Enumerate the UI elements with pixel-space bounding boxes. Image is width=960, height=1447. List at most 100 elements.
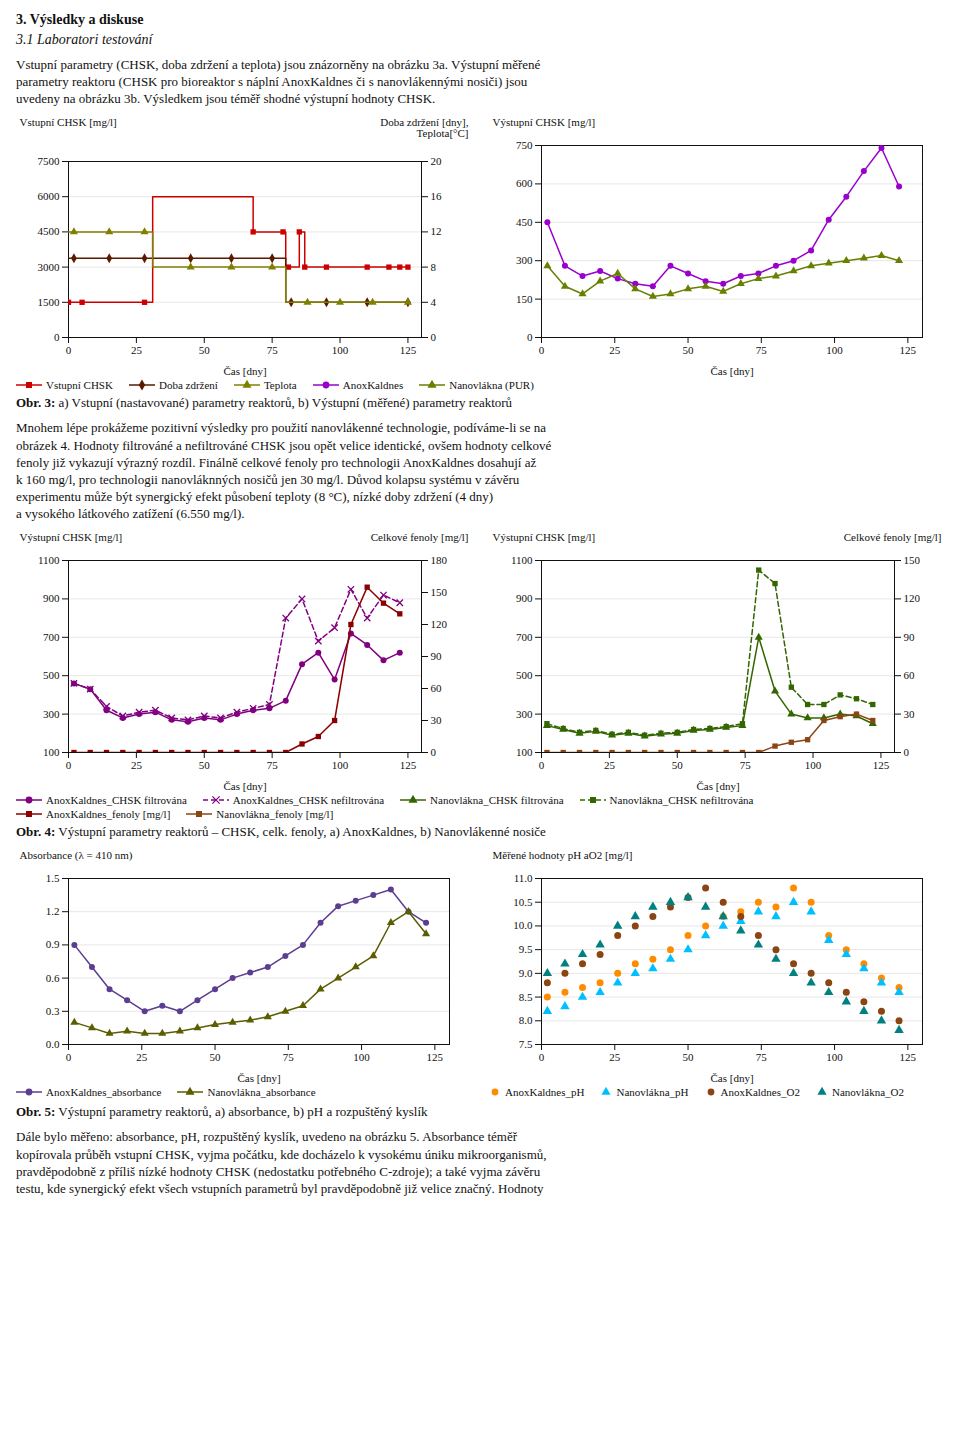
svg-text:100: 100 [353, 1052, 370, 1064]
svg-text:1.2: 1.2 [46, 906, 60, 918]
svg-text:50: 50 [199, 760, 211, 772]
svg-text:150: 150 [516, 293, 533, 305]
svg-text:0: 0 [539, 1052, 545, 1064]
svg-text:150: 150 [431, 586, 448, 598]
svg-text:6000: 6000 [38, 191, 61, 203]
svg-text:12: 12 [431, 226, 442, 238]
svg-text:9.0: 9.0 [519, 967, 533, 979]
svg-text:125: 125 [900, 345, 917, 357]
svg-text:25: 25 [609, 345, 621, 357]
svg-text:75: 75 [756, 1052, 768, 1064]
svg-text:50: 50 [199, 345, 211, 357]
svg-text:Měřené hodnoty pH aO2 [mg/l]: Měřené hodnoty pH aO2 [mg/l] [493, 850, 633, 862]
svg-text:20: 20 [431, 155, 443, 167]
svg-text:10.5: 10.5 [513, 896, 533, 908]
svg-text:120: 120 [431, 618, 448, 630]
svg-text:500: 500 [516, 670, 533, 682]
svg-text:7.5: 7.5 [519, 1038, 533, 1050]
svg-text:0: 0 [431, 746, 437, 758]
svg-text:100: 100 [43, 746, 60, 758]
svg-text:0.6: 0.6 [46, 972, 60, 984]
svg-text:60: 60 [904, 670, 916, 682]
svg-text:0.0: 0.0 [46, 1038, 60, 1050]
svg-text:750: 750 [516, 139, 533, 151]
svg-text:Výstupní CHSK [mg/l]: Výstupní CHSK [mg/l] [493, 117, 596, 129]
svg-text:4500: 4500 [38, 226, 61, 238]
svg-text:150: 150 [904, 554, 921, 566]
svg-text:100: 100 [516, 746, 533, 758]
svg-text:125: 125 [900, 1052, 917, 1064]
svg-text:90: 90 [431, 650, 443, 662]
svg-text:0: 0 [527, 331, 533, 343]
svg-text:300: 300 [43, 708, 60, 720]
svg-text:25: 25 [604, 760, 616, 772]
svg-text:50: 50 [683, 1052, 695, 1064]
svg-text:11.0: 11.0 [514, 872, 533, 884]
svg-text:50: 50 [210, 1052, 222, 1064]
svg-text:100: 100 [332, 345, 349, 357]
svg-text:0: 0 [66, 1052, 72, 1064]
svg-text:Výstupní CHSK [mg/l]: Výstupní CHSK [mg/l] [20, 532, 123, 544]
svg-text:8.5: 8.5 [519, 991, 533, 1003]
svg-text:Čas [dny]: Čas [dny] [696, 780, 739, 792]
svg-text:0.3: 0.3 [46, 1005, 60, 1017]
svg-text:16: 16 [431, 191, 443, 203]
svg-text:25: 25 [609, 1052, 621, 1064]
svg-text:500: 500 [43, 670, 60, 682]
svg-text:8.0: 8.0 [519, 1015, 533, 1027]
svg-text:Vstupní CHSK [mg/l]: Vstupní CHSK [mg/l] [20, 117, 117, 129]
svg-text:125: 125 [873, 760, 890, 772]
svg-text:75: 75 [267, 345, 279, 357]
svg-text:Absorbance (λ = 410 nm): Absorbance (λ = 410 nm) [20, 850, 133, 863]
svg-text:0: 0 [539, 345, 545, 357]
svg-text:100: 100 [826, 1052, 843, 1064]
svg-text:Celkové fenoly [mg/l]: Celkové fenoly [mg/l] [844, 532, 942, 544]
svg-text:75: 75 [267, 760, 279, 772]
svg-text:8: 8 [431, 261, 437, 273]
svg-text:100: 100 [826, 345, 843, 357]
svg-text:Čas [dny]: Čas [dny] [710, 1072, 753, 1084]
svg-text:125: 125 [400, 760, 417, 772]
svg-text:0: 0 [431, 331, 437, 343]
svg-text:0: 0 [539, 760, 545, 772]
svg-text:100: 100 [805, 760, 822, 772]
svg-text:9.5: 9.5 [519, 944, 533, 956]
svg-text:75: 75 [740, 760, 752, 772]
svg-text:Celkové fenoly [mg/l]: Celkové fenoly [mg/l] [371, 532, 469, 544]
svg-text:450: 450 [516, 216, 533, 228]
svg-text:50: 50 [683, 345, 695, 357]
svg-text:0: 0 [904, 746, 910, 758]
svg-text:30: 30 [904, 708, 916, 720]
svg-text:700: 700 [43, 631, 60, 643]
svg-text:300: 300 [516, 255, 533, 267]
svg-text:0: 0 [66, 760, 72, 772]
svg-text:10.0: 10.0 [513, 920, 533, 932]
svg-text:Čas [dny]: Čas [dny] [710, 365, 753, 377]
svg-text:0.9: 0.9 [46, 939, 60, 951]
svg-text:Doba zdržení [dny],Teplota[°C]: Doba zdržení [dny],Teplota[°C] [380, 117, 469, 140]
svg-text:180: 180 [431, 554, 448, 566]
svg-text:1100: 1100 [511, 554, 533, 566]
svg-text:125: 125 [400, 345, 417, 357]
svg-text:700: 700 [516, 631, 533, 643]
svg-text:50: 50 [672, 760, 684, 772]
svg-text:900: 900 [43, 593, 60, 605]
svg-text:120: 120 [904, 593, 921, 605]
svg-text:75: 75 [283, 1052, 295, 1064]
svg-text:1100: 1100 [38, 554, 60, 566]
svg-text:3000: 3000 [38, 261, 61, 273]
svg-text:7500: 7500 [38, 155, 61, 167]
svg-text:30: 30 [431, 714, 443, 726]
svg-text:90: 90 [904, 631, 916, 643]
svg-text:25: 25 [131, 345, 143, 357]
svg-text:4: 4 [431, 296, 437, 308]
svg-text:125: 125 [427, 1052, 444, 1064]
svg-text:1.5: 1.5 [46, 872, 60, 884]
svg-text:Čas [dny]: Čas [dny] [223, 365, 266, 377]
svg-text:600: 600 [516, 178, 533, 190]
svg-text:Čas [dny]: Čas [dny] [223, 780, 266, 792]
svg-text:100: 100 [332, 760, 349, 772]
svg-text:25: 25 [136, 1052, 148, 1064]
svg-text:900: 900 [516, 593, 533, 605]
svg-text:1500: 1500 [38, 296, 61, 308]
